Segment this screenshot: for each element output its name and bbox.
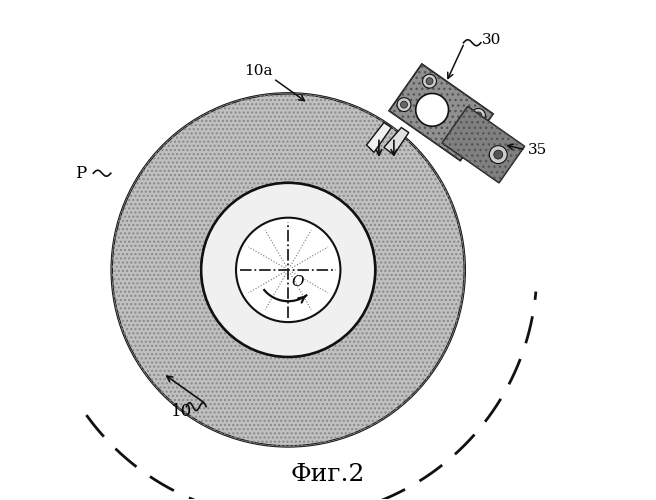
Circle shape: [422, 74, 436, 88]
Polygon shape: [384, 128, 409, 155]
Text: 10a: 10a: [244, 64, 273, 78]
Bar: [442, 106, 525, 183]
Text: O: O: [291, 275, 304, 289]
Circle shape: [494, 150, 502, 159]
Circle shape: [201, 183, 375, 357]
Bar: [389, 64, 493, 160]
Wedge shape: [112, 94, 464, 446]
Circle shape: [472, 108, 485, 122]
Circle shape: [452, 136, 466, 150]
Bar: [442, 106, 525, 183]
Circle shape: [475, 112, 482, 119]
Circle shape: [489, 146, 507, 164]
Text: 10: 10: [171, 403, 192, 420]
Text: 35: 35: [528, 142, 547, 156]
Circle shape: [401, 101, 407, 108]
Circle shape: [416, 94, 449, 126]
Text: Фиг.2: Фиг.2: [291, 463, 365, 486]
Text: P: P: [75, 164, 87, 182]
Bar: [389, 64, 493, 160]
Circle shape: [455, 140, 462, 146]
Polygon shape: [367, 122, 392, 152]
Circle shape: [397, 98, 411, 112]
Circle shape: [426, 78, 433, 84]
Text: 30: 30: [482, 33, 502, 47]
Circle shape: [236, 218, 340, 322]
